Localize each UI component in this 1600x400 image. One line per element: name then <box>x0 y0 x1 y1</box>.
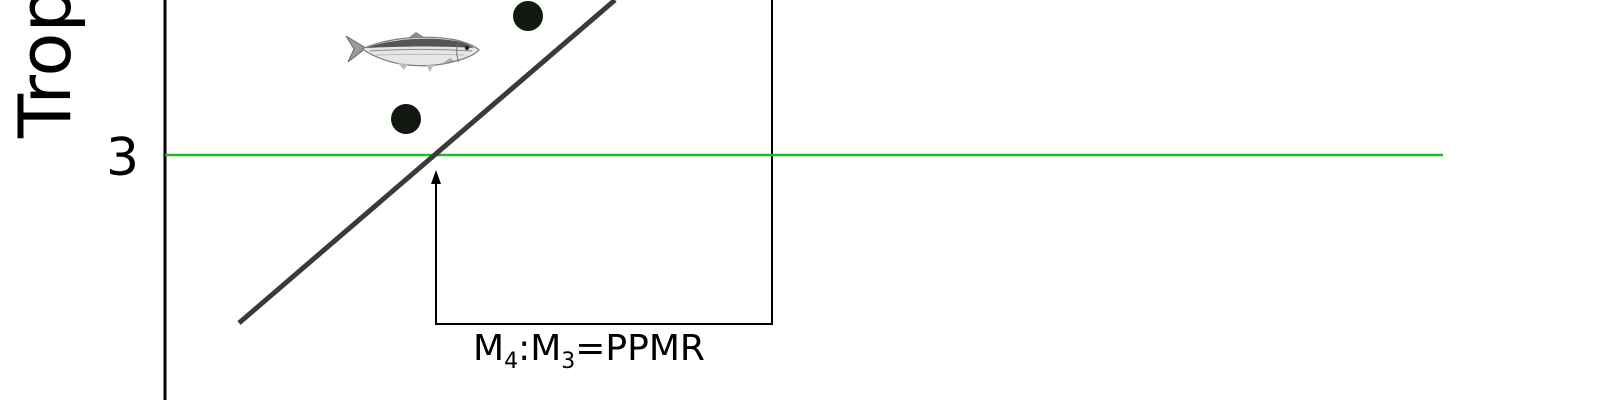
arrow-head <box>431 170 441 184</box>
plot-box <box>435 0 773 325</box>
ppmr-suffix: =PPMR <box>575 328 705 369</box>
m4-symbol: M <box>473 328 504 369</box>
y-tick-label-3: 3 <box>106 128 139 188</box>
y-axis-label: Trophic <box>3 0 87 139</box>
m3-symbol: M <box>530 328 561 369</box>
fish-icon <box>345 32 480 72</box>
regression-line <box>237 0 617 325</box>
ppmr-label: M4:M3=PPMR <box>473 328 705 374</box>
m4-subscript: 4 <box>504 349 518 374</box>
data-point <box>391 104 421 134</box>
data-point <box>513 1 543 31</box>
ratio-separator: : <box>518 328 530 369</box>
m3-subscript: 3 <box>561 349 575 374</box>
